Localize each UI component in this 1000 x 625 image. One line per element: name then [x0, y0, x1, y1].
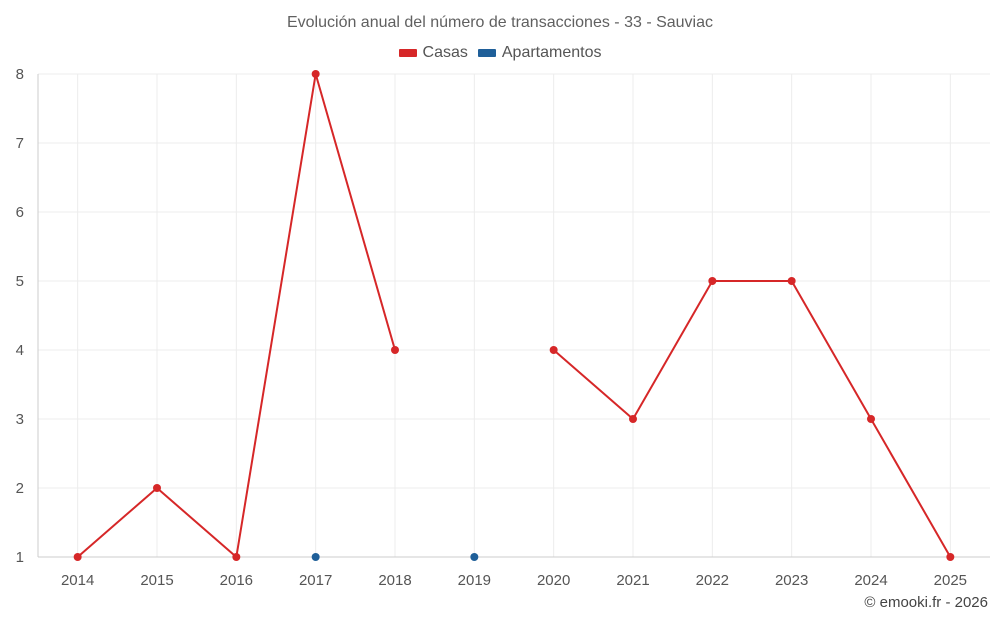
data-point	[470, 553, 479, 561]
legend-label-apartamentos: Apartamentos	[501, 44, 602, 61]
series-line-segment	[552, 349, 634, 420]
series-line-segment	[235, 73, 317, 558]
x-tick-label: 2016	[220, 572, 253, 589]
legend-item-apartamentos[interactable]: Apartamentos	[477, 44, 602, 62]
data-point	[708, 277, 717, 285]
data-point	[153, 484, 161, 492]
y-tick-label: 8	[16, 66, 24, 83]
x-tick-label: 2023	[775, 572, 808, 589]
data-point	[391, 346, 399, 354]
data-point	[73, 553, 82, 561]
series-line-segment	[790, 280, 872, 420]
series-apartamentos	[311, 553, 479, 561]
y-tick-label: 6	[16, 204, 24, 221]
data-point	[787, 277, 796, 285]
data-point	[946, 553, 955, 561]
data-point	[867, 415, 875, 423]
axes: 1 2 3 4 5 6 7 8 2014 2015 2016 2017 2018 2019 2020 2021…	[16, 66, 990, 589]
x-tick-label: 2018	[378, 572, 411, 589]
x-tick-label: 2022	[696, 572, 729, 589]
series-line-segment	[314, 73, 396, 351]
legend: Casas Apartamentos	[0, 44, 1000, 62]
data-point	[311, 70, 320, 78]
y-tick-label: 3	[16, 411, 24, 428]
series	[73, 70, 955, 561]
y-tick-label: 7	[16, 135, 24, 152]
series-casas	[73, 70, 955, 561]
x-tick-label: 2015	[140, 572, 173, 589]
x-tick-label: 2017	[299, 572, 332, 589]
data-point	[549, 346, 558, 354]
x-tick-label: 2014	[61, 572, 94, 589]
chart-title: Evolución anual del número de transaccio…	[286, 14, 714, 31]
credit-text: © emooki.fr - 2026	[864, 594, 988, 611]
series-line-segment	[870, 418, 952, 558]
legend-item-casas[interactable]: Casas	[398, 44, 468, 62]
y-tick-label: 2	[16, 480, 24, 497]
x-tick-label: 2019	[458, 572, 491, 589]
data-point	[232, 553, 241, 561]
legend-label-casas: Casas	[422, 44, 468, 61]
x-tick-label: 2020	[537, 572, 570, 589]
legend-swatch-apartamentos	[477, 49, 496, 57]
y-tick-label: 1	[16, 549, 24, 566]
x-tick-label: 2025	[934, 572, 967, 589]
series-line-segment	[156, 487, 238, 558]
series-line-segment	[632, 280, 714, 420]
x-tick-label: 2024	[854, 572, 887, 589]
y-tick-label: 5	[16, 273, 24, 290]
x-tick-label: 2021	[616, 572, 649, 589]
data-point	[629, 415, 637, 423]
data-point	[311, 553, 320, 561]
legend-swatch-casas	[398, 49, 417, 57]
series-line-segment	[76, 487, 158, 558]
grid	[38, 73, 990, 557]
y-tick-label: 4	[16, 342, 24, 359]
